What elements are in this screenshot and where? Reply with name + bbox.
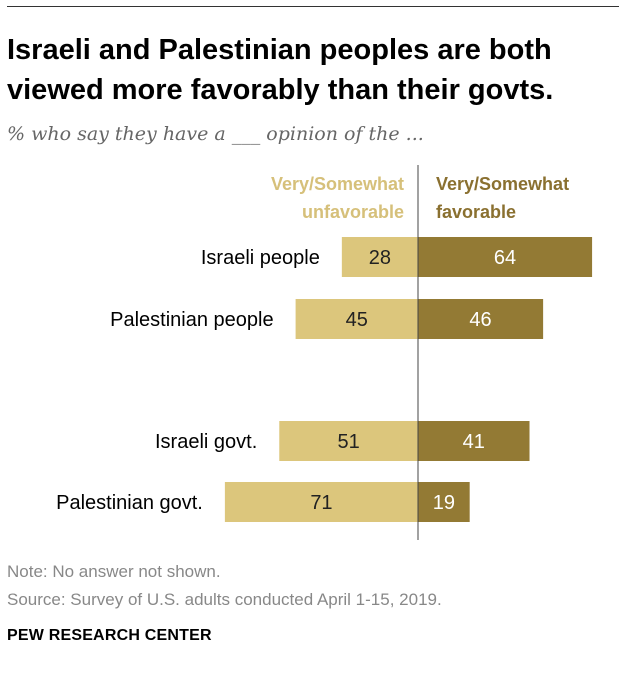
- org-logo-text: PEW RESEARCH CENTER: [7, 627, 212, 644]
- data-label-unfavorable: 28: [369, 247, 391, 269]
- legend-unfavorable-label: Very/Somewhat: [271, 174, 404, 194]
- legend-unfavorable-label: unfavorable: [302, 202, 404, 222]
- data-label-unfavorable: 71: [310, 492, 332, 514]
- top-rule: [7, 6, 619, 7]
- bar-favorable: [418, 299, 544, 339]
- bar-favorable: [418, 237, 593, 277]
- bar-favorable: [418, 482, 470, 522]
- legend-favorable-label: favorable: [436, 202, 516, 222]
- data-label-favorable: 19: [433, 492, 455, 514]
- data-label-favorable: 46: [469, 309, 491, 331]
- data-label-favorable: 41: [463, 431, 485, 453]
- data-label-unfavorable: 45: [346, 309, 368, 331]
- category-label: Israeli people: [201, 247, 320, 269]
- data-label-favorable: 64: [494, 247, 516, 269]
- data-label-unfavorable: 51: [338, 431, 360, 453]
- chart-subtitle: % who say they have a ___ opinion of the…: [7, 123, 424, 145]
- chart-title: Israeli and Palestinian peoples are both…: [7, 34, 554, 106]
- legend-favorable-label: Very/Somewhat: [436, 174, 569, 194]
- bar-unfavorable: [224, 482, 418, 522]
- category-label: Israeli govt.: [155, 431, 257, 453]
- category-label: Palestinian people: [110, 309, 273, 331]
- category-label: Palestinian govt.: [56, 492, 203, 514]
- bar-unfavorable: [279, 421, 418, 461]
- footer-source: Source: Survey of U.S. adults conducted …: [7, 590, 442, 609]
- bar-unfavorable: [295, 299, 418, 339]
- bar-favorable: [418, 421, 530, 461]
- footer-note: Note: No answer not shown.: [7, 562, 221, 581]
- bar-unfavorable: [341, 237, 418, 277]
